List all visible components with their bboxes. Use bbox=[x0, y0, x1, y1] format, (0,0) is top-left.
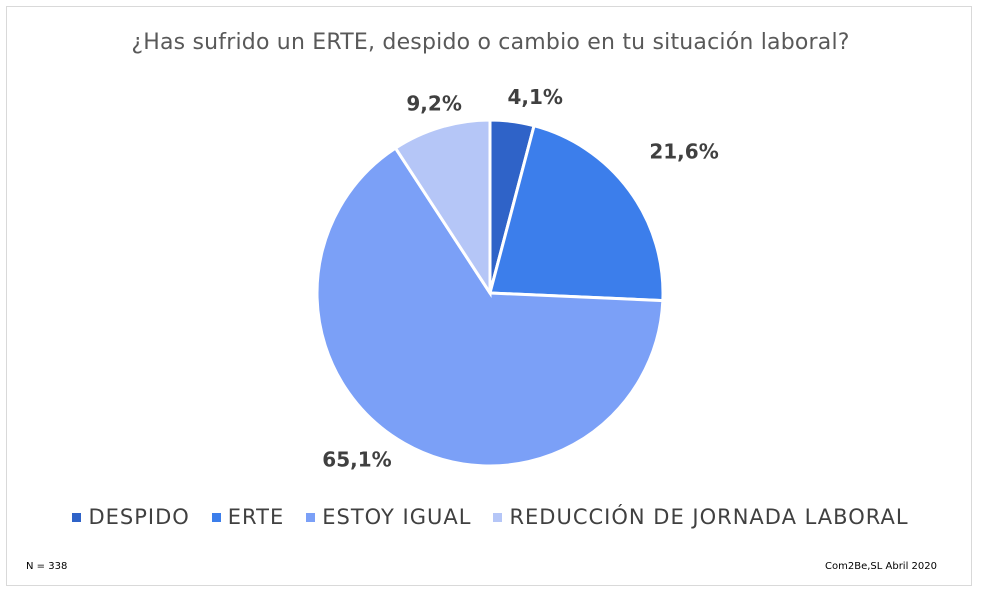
legend-swatch-reduccion bbox=[493, 512, 503, 522]
chart-legend: DESPIDO ERTE ESTOY IGUAL REDUCCIÓN DE JO… bbox=[0, 505, 981, 529]
pie-slice-erte bbox=[488, 123, 665, 303]
data-label-erte: 21,6% bbox=[649, 140, 718, 164]
legend-item-despido: DESPIDO bbox=[72, 505, 189, 529]
legend-label-despido: DESPIDO bbox=[88, 505, 190, 529]
sample-size-note: N = 338 bbox=[26, 561, 68, 572]
legend-item-estoy-igual: ESTOY IGUAL bbox=[306, 505, 471, 529]
legend-swatch-despido bbox=[72, 512, 82, 522]
pie-slice-estoy-igual bbox=[315, 146, 665, 468]
chart-title: ¿Has sufrido un ERTE, despido o cambio e… bbox=[131, 30, 850, 55]
legend-swatch-erte bbox=[211, 512, 221, 522]
pie-slice-reduccion bbox=[393, 118, 492, 299]
legend-item-erte: ERTE bbox=[211, 505, 285, 529]
source-note: Com2Be,SL Abril 2020 bbox=[825, 561, 937, 572]
legend-item-reduccion: REDUCCIÓN DE JORNADA LABORAL bbox=[493, 505, 908, 529]
legend-swatch-estoy-igual bbox=[306, 512, 316, 522]
legend-label-erte: ERTE bbox=[227, 505, 285, 529]
data-label-estoy-igual: 65,1% bbox=[322, 448, 391, 472]
data-label-reduccion: 9,2% bbox=[406, 92, 461, 116]
legend-label-estoy-igual: ESTOY IGUAL bbox=[322, 505, 472, 529]
legend-label-reduccion: REDUCCIÓN DE JORNADA LABORAL bbox=[509, 505, 909, 529]
data-label-despido: 4,1% bbox=[507, 85, 562, 109]
